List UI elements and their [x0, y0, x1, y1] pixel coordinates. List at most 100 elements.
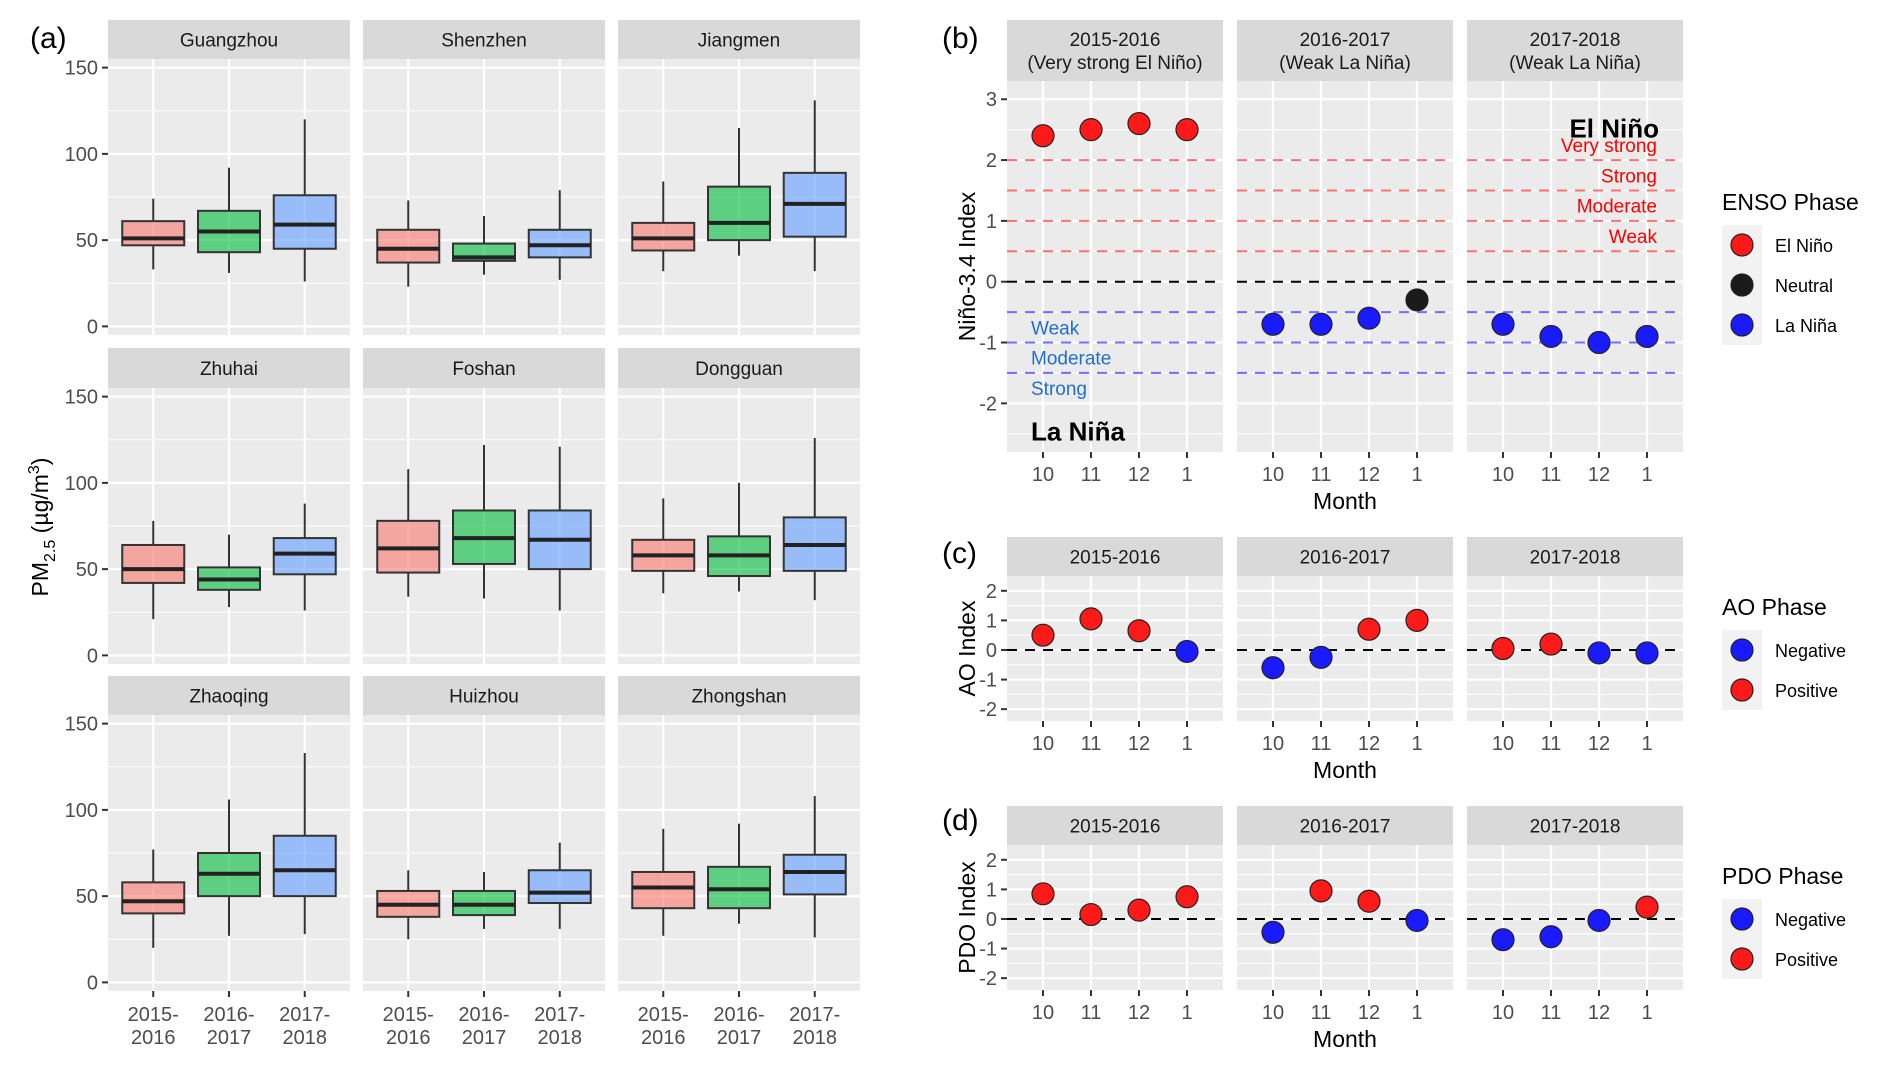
y-tick-label: 50 — [76, 559, 98, 581]
box-iqr — [631, 870, 696, 910]
facet-strip — [108, 20, 350, 59]
facet-jiangmen: Jiangmen — [618, 20, 860, 335]
facet-title: Guangzhou — [180, 31, 278, 52]
x-tick-label-line: 2016 — [386, 1027, 431, 1049]
box-1 — [452, 444, 516, 599]
data-point — [1405, 908, 1429, 933]
facet-title-line2: (Weak La Niña) — [1279, 53, 1411, 74]
facet-title-line1: 2016-2017 — [1300, 30, 1391, 51]
y-tick-label: 0 — [986, 272, 997, 294]
data-point — [1309, 312, 1333, 336]
data-point — [1031, 623, 1055, 647]
box-0 — [376, 200, 441, 287]
x-tick-label: 10 — [1262, 464, 1284, 486]
facet-strip — [1237, 537, 1453, 576]
data-point — [1127, 111, 1151, 136]
data-point — [1635, 641, 1659, 665]
x-tick-label-line: 2016- — [458, 1004, 509, 1026]
x-tick-label: 10 — [1262, 733, 1284, 755]
facet-2017-2018: 2017-2018 10 11 12 1 — [1467, 537, 1683, 755]
x-axis-title: Month — [1313, 1026, 1377, 1052]
facet-strip — [1467, 20, 1683, 81]
annotation-el-nino-title: El Niño — [1569, 114, 1659, 144]
facet-strip — [363, 20, 605, 59]
legend-title: AO Phase — [1722, 594, 1827, 620]
box-2 — [527, 842, 592, 929]
facet-title: 2015-2016 — [1070, 548, 1161, 569]
y-tick-label: 0 — [986, 640, 997, 662]
x-tick-label: 2017-2018 — [279, 1004, 330, 1049]
facet-strip — [1467, 537, 1683, 576]
data-point — [1175, 118, 1199, 142]
data-point — [1491, 312, 1515, 336]
y-tick-label: 2 — [986, 150, 997, 172]
x-tick-label: 2016-2017 — [713, 1004, 764, 1049]
box-1 — [707, 482, 771, 592]
panel-label: (c) — [942, 537, 977, 570]
x-tick-label-line: 2017 — [462, 1027, 507, 1049]
x-tick-label: 11 — [1541, 733, 1562, 755]
facet-zhuhai: Zhuhai 0 50 100 150 — [65, 348, 350, 667]
box-iqr — [121, 220, 186, 247]
x-tick-label-line: 2017- — [789, 1004, 840, 1026]
box-iqr — [121, 881, 186, 915]
y-tick-label: -1 — [979, 939, 997, 961]
data-point — [1635, 324, 1659, 349]
y-tick-label: -2 — [979, 699, 997, 721]
y-tick-label: 100 — [65, 800, 98, 822]
box-1 — [707, 128, 771, 256]
box-0 — [376, 870, 441, 940]
facet-guangzhou: Guangzhou 0 50 100 150 — [65, 20, 350, 338]
x-tick-label: 1 — [1181, 464, 1192, 486]
data-point — [1357, 306, 1381, 330]
box-0 — [631, 181, 696, 272]
box-2 — [782, 438, 847, 601]
facet-strip — [1237, 20, 1453, 81]
x-tick-label: 1 — [1181, 1002, 1192, 1024]
data-point — [1031, 882, 1055, 906]
x-tick-label: 10 — [1492, 464, 1514, 486]
y-tick-label: 2 — [986, 581, 997, 603]
plot-background — [1237, 576, 1453, 721]
facet-title: Zhuhai — [200, 359, 258, 380]
x-tick-label: 12 — [1358, 464, 1380, 486]
facet-2017-2018: 2017-2018 10 11 12 1 — [1467, 806, 1683, 1024]
box-0 — [631, 828, 696, 936]
data-point — [1175, 885, 1199, 909]
legend: PDO Phase Negative Positive — [1722, 863, 1846, 979]
legend-label: El Niño — [1775, 236, 1833, 256]
facet-title-line1: 2017-2018 — [1530, 30, 1621, 51]
x-tick-label: 1 — [1181, 733, 1192, 755]
legend-key-icon — [1730, 638, 1754, 662]
x-tick-label-line: 2018 — [537, 1027, 582, 1049]
x-tick-label: 11 — [1081, 733, 1102, 755]
y-axis-title-close: ) — [27, 458, 53, 466]
y-axis-title-sup: 3 — [26, 465, 43, 474]
facet-title-line2: (Weak La Niña) — [1509, 53, 1641, 74]
x-tick-label-line: 2017 — [207, 1027, 252, 1049]
facet-strip — [1007, 537, 1223, 576]
panel-a: (a) Guangzhou 0 50 100 150 Shenzhen Jiangmen Zhu… — [26, 20, 860, 1049]
facet-2017-2018: 2017-2018(Weak La Niña) 10 11 12 1 — [1467, 20, 1683, 486]
annotation-la-nina-level: Strong — [1031, 379, 1087, 400]
x-tick-label: 10 — [1262, 1002, 1284, 1024]
x-tick-label: 1 — [1641, 464, 1652, 486]
box-2 — [272, 752, 337, 935]
x-tick-label: 2015-2016 — [638, 1004, 689, 1049]
legend-title: ENSO Phase — [1722, 189, 1859, 215]
x-tick-label: 12 — [1358, 1002, 1380, 1024]
x-tick-label: 11 — [1311, 1002, 1332, 1024]
annotation-el-nino-level: Strong — [1601, 166, 1657, 187]
y-axis-title-main: PM — [27, 562, 53, 597]
x-tick-label: 10 — [1032, 464, 1054, 486]
data-point — [1587, 641, 1611, 665]
y-tick-label: -2 — [979, 393, 997, 415]
facet-strip — [363, 676, 605, 715]
legend: ENSO Phase El Niño Neutral La Niña — [1722, 189, 1859, 345]
legend-label: Positive — [1775, 950, 1838, 970]
legend-title: PDO Phase — [1722, 863, 1843, 889]
data-point — [1079, 902, 1103, 927]
